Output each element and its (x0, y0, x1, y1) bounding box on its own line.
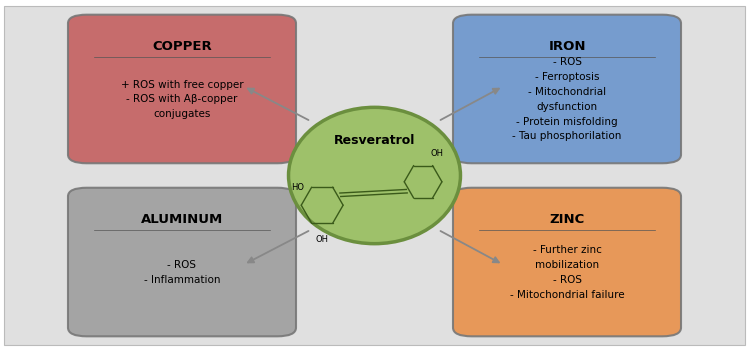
FancyBboxPatch shape (68, 188, 296, 336)
FancyBboxPatch shape (68, 15, 296, 163)
Text: - ROS
- Ferroptosis
- Mitochondrial
dysfunction
- Protein misfolding
- Tau phosp: - ROS - Ferroptosis - Mitochondrial dysf… (512, 58, 622, 141)
FancyBboxPatch shape (453, 15, 681, 163)
Text: ALUMINUM: ALUMINUM (141, 213, 223, 226)
Text: - Further zinc
mobilization
- ROS
- Mitochondrial failure: - Further zinc mobilization - ROS - Mito… (510, 245, 625, 300)
Text: IRON: IRON (548, 40, 586, 53)
Ellipse shape (288, 107, 461, 244)
Text: COPPER: COPPER (152, 40, 212, 53)
FancyBboxPatch shape (4, 6, 745, 345)
Text: OH: OH (431, 149, 443, 158)
Text: + ROS with free copper
- ROS with Aβ-copper
conjugates: + ROS with free copper - ROS with Aβ-cop… (121, 80, 243, 119)
Text: - ROS
- Inflammation: - ROS - Inflammation (144, 260, 220, 285)
Text: OH: OH (315, 235, 329, 244)
Text: ZINC: ZINC (549, 213, 585, 226)
Text: HO: HO (291, 183, 304, 192)
FancyBboxPatch shape (453, 188, 681, 336)
Text: Resveratrol: Resveratrol (334, 134, 415, 147)
